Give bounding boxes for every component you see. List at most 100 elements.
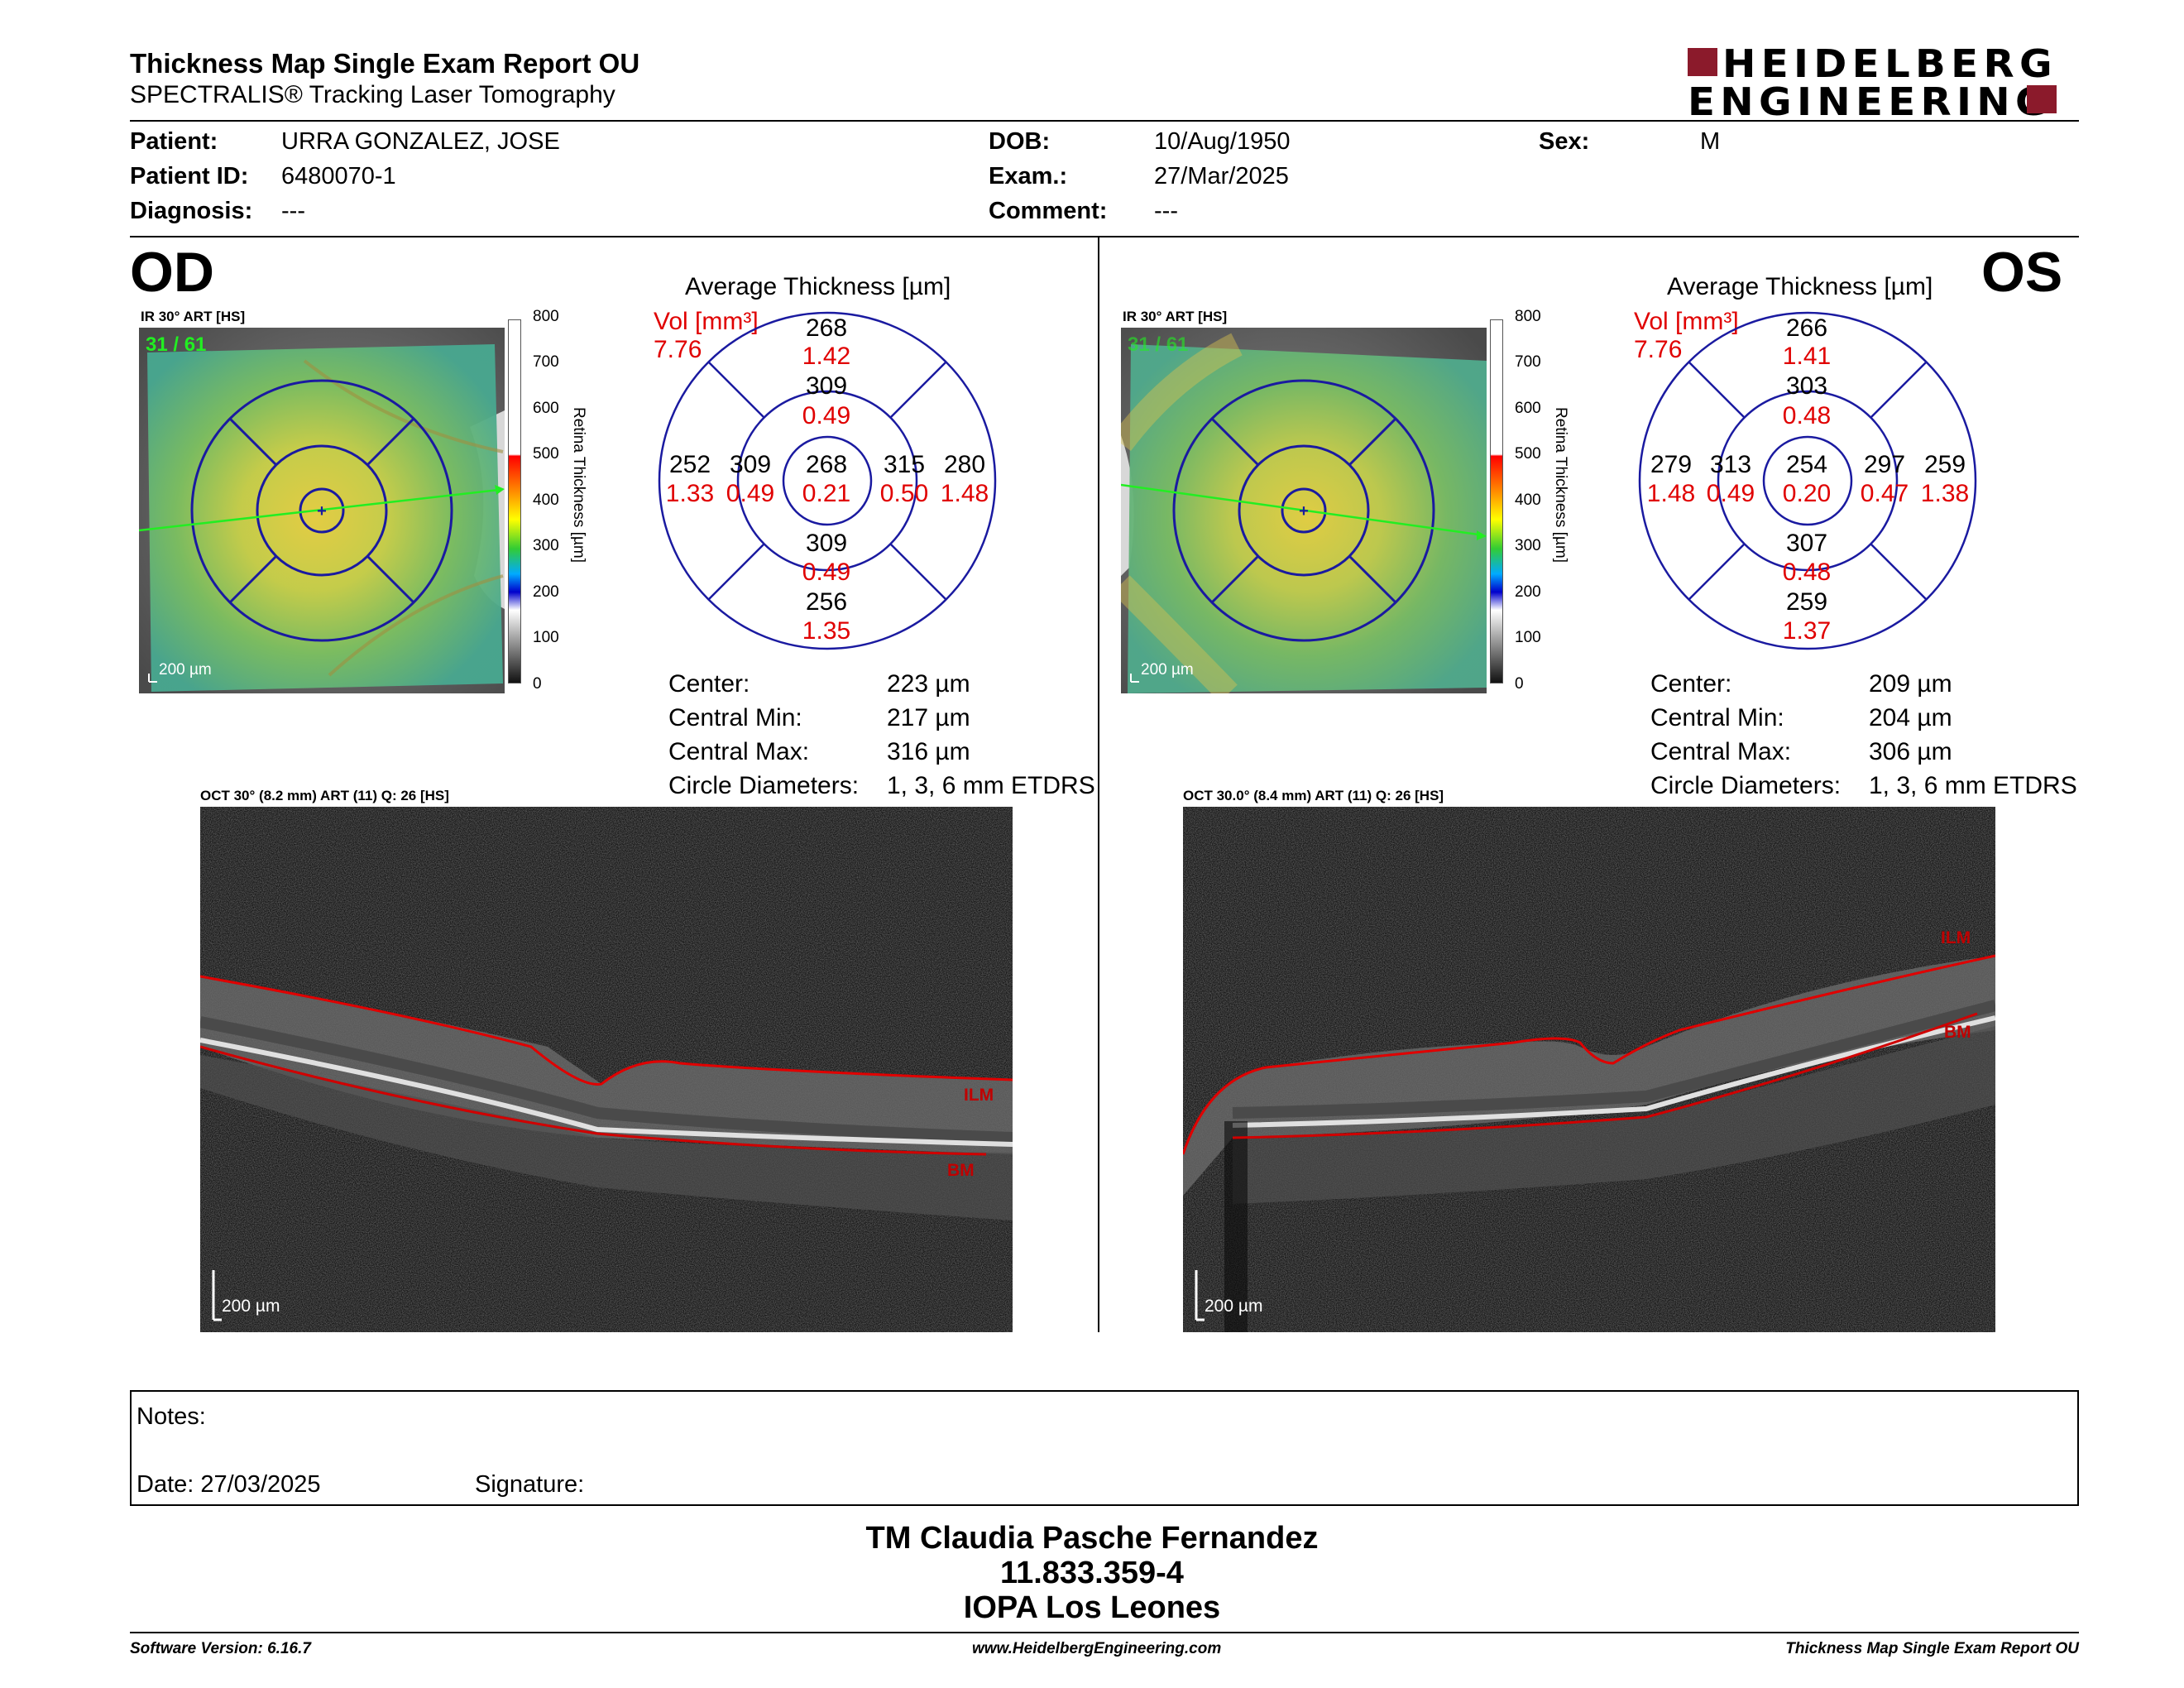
os-center-value: 209 µm	[1869, 670, 1952, 698]
os-oct-scale: 200 µm	[1205, 1297, 1263, 1316]
signer-id: 11.833.359-4	[1000, 1556, 1184, 1590]
od-outer-nasal-thickness: 280	[943, 451, 986, 478]
signer-name: TM Claudia Pasche Fernandez	[865, 1521, 1319, 1556]
sex-value: M	[1700, 128, 1721, 155]
od-central-max-label: Central Max:	[668, 738, 810, 765]
diagnosis-label: Diagnosis:	[130, 198, 253, 224]
logo-square-bottom	[2027, 85, 2057, 113]
os-inner-nasal-volume: 0.49	[1706, 480, 1755, 507]
os-oct-bscan	[1183, 807, 1995, 1332]
od-cb-tick: 300	[533, 537, 559, 554]
os-outer-temporal-volume: 1.38	[1920, 480, 1970, 507]
od-outer-nasal-volume: 1.48	[940, 480, 989, 507]
os-center-thickness: 254	[1785, 451, 1828, 478]
od-cb-tick: 0	[533, 675, 542, 693]
signer-organization: IOPA Los Leones	[963, 1590, 1221, 1625]
patient-divider	[130, 236, 2079, 237]
patient-id-value: 6480070-1	[281, 163, 396, 189]
od-cb-tick: 200	[533, 583, 559, 601]
os-etdrs-title: Average Thickness [µm]	[1667, 273, 1933, 300]
os-cb-tick: 500	[1515, 445, 1541, 463]
od-cb-tick: 800	[533, 308, 559, 325]
od-circle-diameters-value: 1, 3, 6 mm ETDRS	[887, 772, 1095, 799]
os-outer-nasal-volume: 1.48	[1646, 480, 1696, 507]
os-frame-count: 31 / 61	[1128, 333, 1188, 356]
od-fundus-image: + 31 / 61 200 µm	[139, 328, 505, 693]
notes-label: Notes:	[136, 1403, 206, 1430]
od-etdrs-grid	[658, 311, 997, 650]
od-bm-label: BM	[947, 1161, 975, 1180]
od-cb-tick: 500	[533, 445, 559, 463]
os-outer-inferior-thickness: 259	[1785, 588, 1828, 616]
os-outer-superior-thickness: 266	[1785, 314, 1828, 342]
comment-label: Comment:	[989, 198, 1108, 224]
logo-square-top	[1688, 48, 1717, 76]
report-subtitle: SPECTRALIS® Tracking Laser Tomography	[130, 81, 615, 108]
notes-box: Notes: Date: 27/03/2025 Signature:	[130, 1390, 2079, 1506]
os-bm-label: BM	[1944, 1023, 1971, 1042]
od-etdrs-title: Average Thickness [µm]	[685, 273, 951, 300]
od-outer-inferior-thickness: 256	[805, 588, 848, 616]
os-center-label: Center:	[1650, 670, 1732, 698]
dob-label: DOB:	[989, 128, 1051, 155]
patient-value: URRA GONZALEZ, JOSE	[281, 128, 560, 155]
footer-divider	[130, 1632, 2079, 1633]
notes-date: Date: 27/03/2025	[136, 1471, 321, 1498]
od-frame-count: 31 / 61	[146, 333, 206, 356]
svg-text:+: +	[1299, 502, 1309, 520]
od-center-thickness: 268	[805, 451, 848, 478]
od-ilm-label: ILM	[964, 1086, 994, 1105]
logo-text-bottom: ENGINEERING	[1688, 79, 2053, 124]
od-vol-total: 7.76	[654, 336, 702, 363]
od-outer-superior-thickness: 268	[805, 314, 848, 342]
od-eye-label: OD	[130, 241, 214, 304]
od-cb-tick: 100	[533, 629, 559, 646]
os-ilm-label: ILM	[1941, 928, 1971, 947]
logo-text-top: HEIDELBERG	[1722, 41, 2057, 86]
footer-report-name: Thickness Map Single Exam Report OU	[1785, 1640, 2079, 1657]
dob-value: 10/Aug/1950	[1154, 128, 1291, 155]
os-inner-nasal-thickness: 313	[1709, 451, 1752, 478]
od-outer-temporal-volume: 1.33	[665, 480, 715, 507]
os-cb-tick: 600	[1515, 400, 1541, 417]
os-inner-temporal-volume: 0.47	[1860, 480, 1909, 507]
comment-value: ---	[1154, 198, 1178, 224]
os-inner-temporal-thickness: 297	[1863, 451, 1906, 478]
os-cb-tick: 400	[1515, 492, 1541, 509]
od-inner-temporal-volume: 0.49	[726, 480, 775, 507]
os-etdrs-grid	[1638, 311, 1977, 650]
od-ir-label: IR 30° ART [HS]	[141, 309, 246, 324]
exam-label: Exam.:	[989, 163, 1068, 189]
od-central-min-label: Central Min:	[668, 704, 802, 731]
od-inner-superior-volume: 0.49	[802, 402, 851, 429]
notes-signature-label: Signature:	[475, 1471, 585, 1498]
od-center-label: Center:	[668, 670, 750, 698]
od-outer-superior-volume: 1.42	[802, 343, 851, 370]
od-central-min-value: 217 µm	[887, 704, 970, 731]
os-central-max-value: 306 µm	[1869, 738, 1952, 765]
od-cb-tick: 600	[533, 400, 559, 417]
os-vol-label: Vol [mm³]	[1634, 308, 1739, 335]
header-divider	[130, 120, 2079, 122]
od-inner-nasal-volume: 0.50	[879, 480, 929, 507]
od-circle-diameters-label: Circle Diameters:	[668, 772, 860, 799]
os-cb-tick: 200	[1515, 583, 1541, 601]
od-inner-superior-thickness: 309	[805, 372, 848, 400]
od-fundus-scale: 200 µm	[159, 661, 212, 679]
website-link[interactable]: www.HeidelbergEngineering.com	[972, 1640, 1222, 1657]
diagnosis-value: ---	[281, 198, 305, 224]
os-central-min-label: Central Min:	[1650, 704, 1784, 731]
od-central-max-value: 316 µm	[887, 738, 970, 765]
os-central-max-label: Central Max:	[1650, 738, 1792, 765]
od-inner-nasal-thickness: 315	[883, 451, 926, 478]
os-outer-superior-volume: 1.41	[1782, 343, 1832, 370]
od-center-volume: 0.21	[802, 480, 851, 507]
od-cb-tick: 700	[533, 353, 559, 371]
od-cb-tick: 400	[533, 492, 559, 509]
os-circle-diameters-label: Circle Diameters:	[1650, 772, 1842, 799]
od-oct-label: OCT 30° (8.2 mm) ART (11) Q: 26 [HS]	[200, 788, 449, 803]
os-central-min-value: 204 µm	[1869, 704, 1952, 731]
od-colorbar-title: Retina Thickness [µm]	[570, 407, 587, 563]
od-inner-inferior-thickness: 309	[805, 530, 848, 557]
exam-value: 27/Mar/2025	[1154, 163, 1289, 189]
